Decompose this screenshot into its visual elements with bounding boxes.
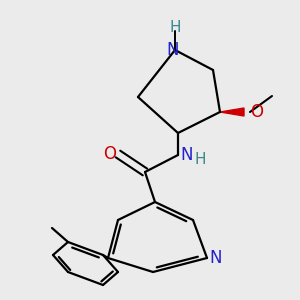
Text: O: O xyxy=(250,103,263,121)
Text: H: H xyxy=(194,152,206,166)
Text: N: N xyxy=(180,146,193,164)
Text: N: N xyxy=(209,249,221,267)
Text: O: O xyxy=(103,145,116,163)
Text: N: N xyxy=(167,41,179,59)
Text: H: H xyxy=(169,20,181,35)
Polygon shape xyxy=(220,108,244,116)
